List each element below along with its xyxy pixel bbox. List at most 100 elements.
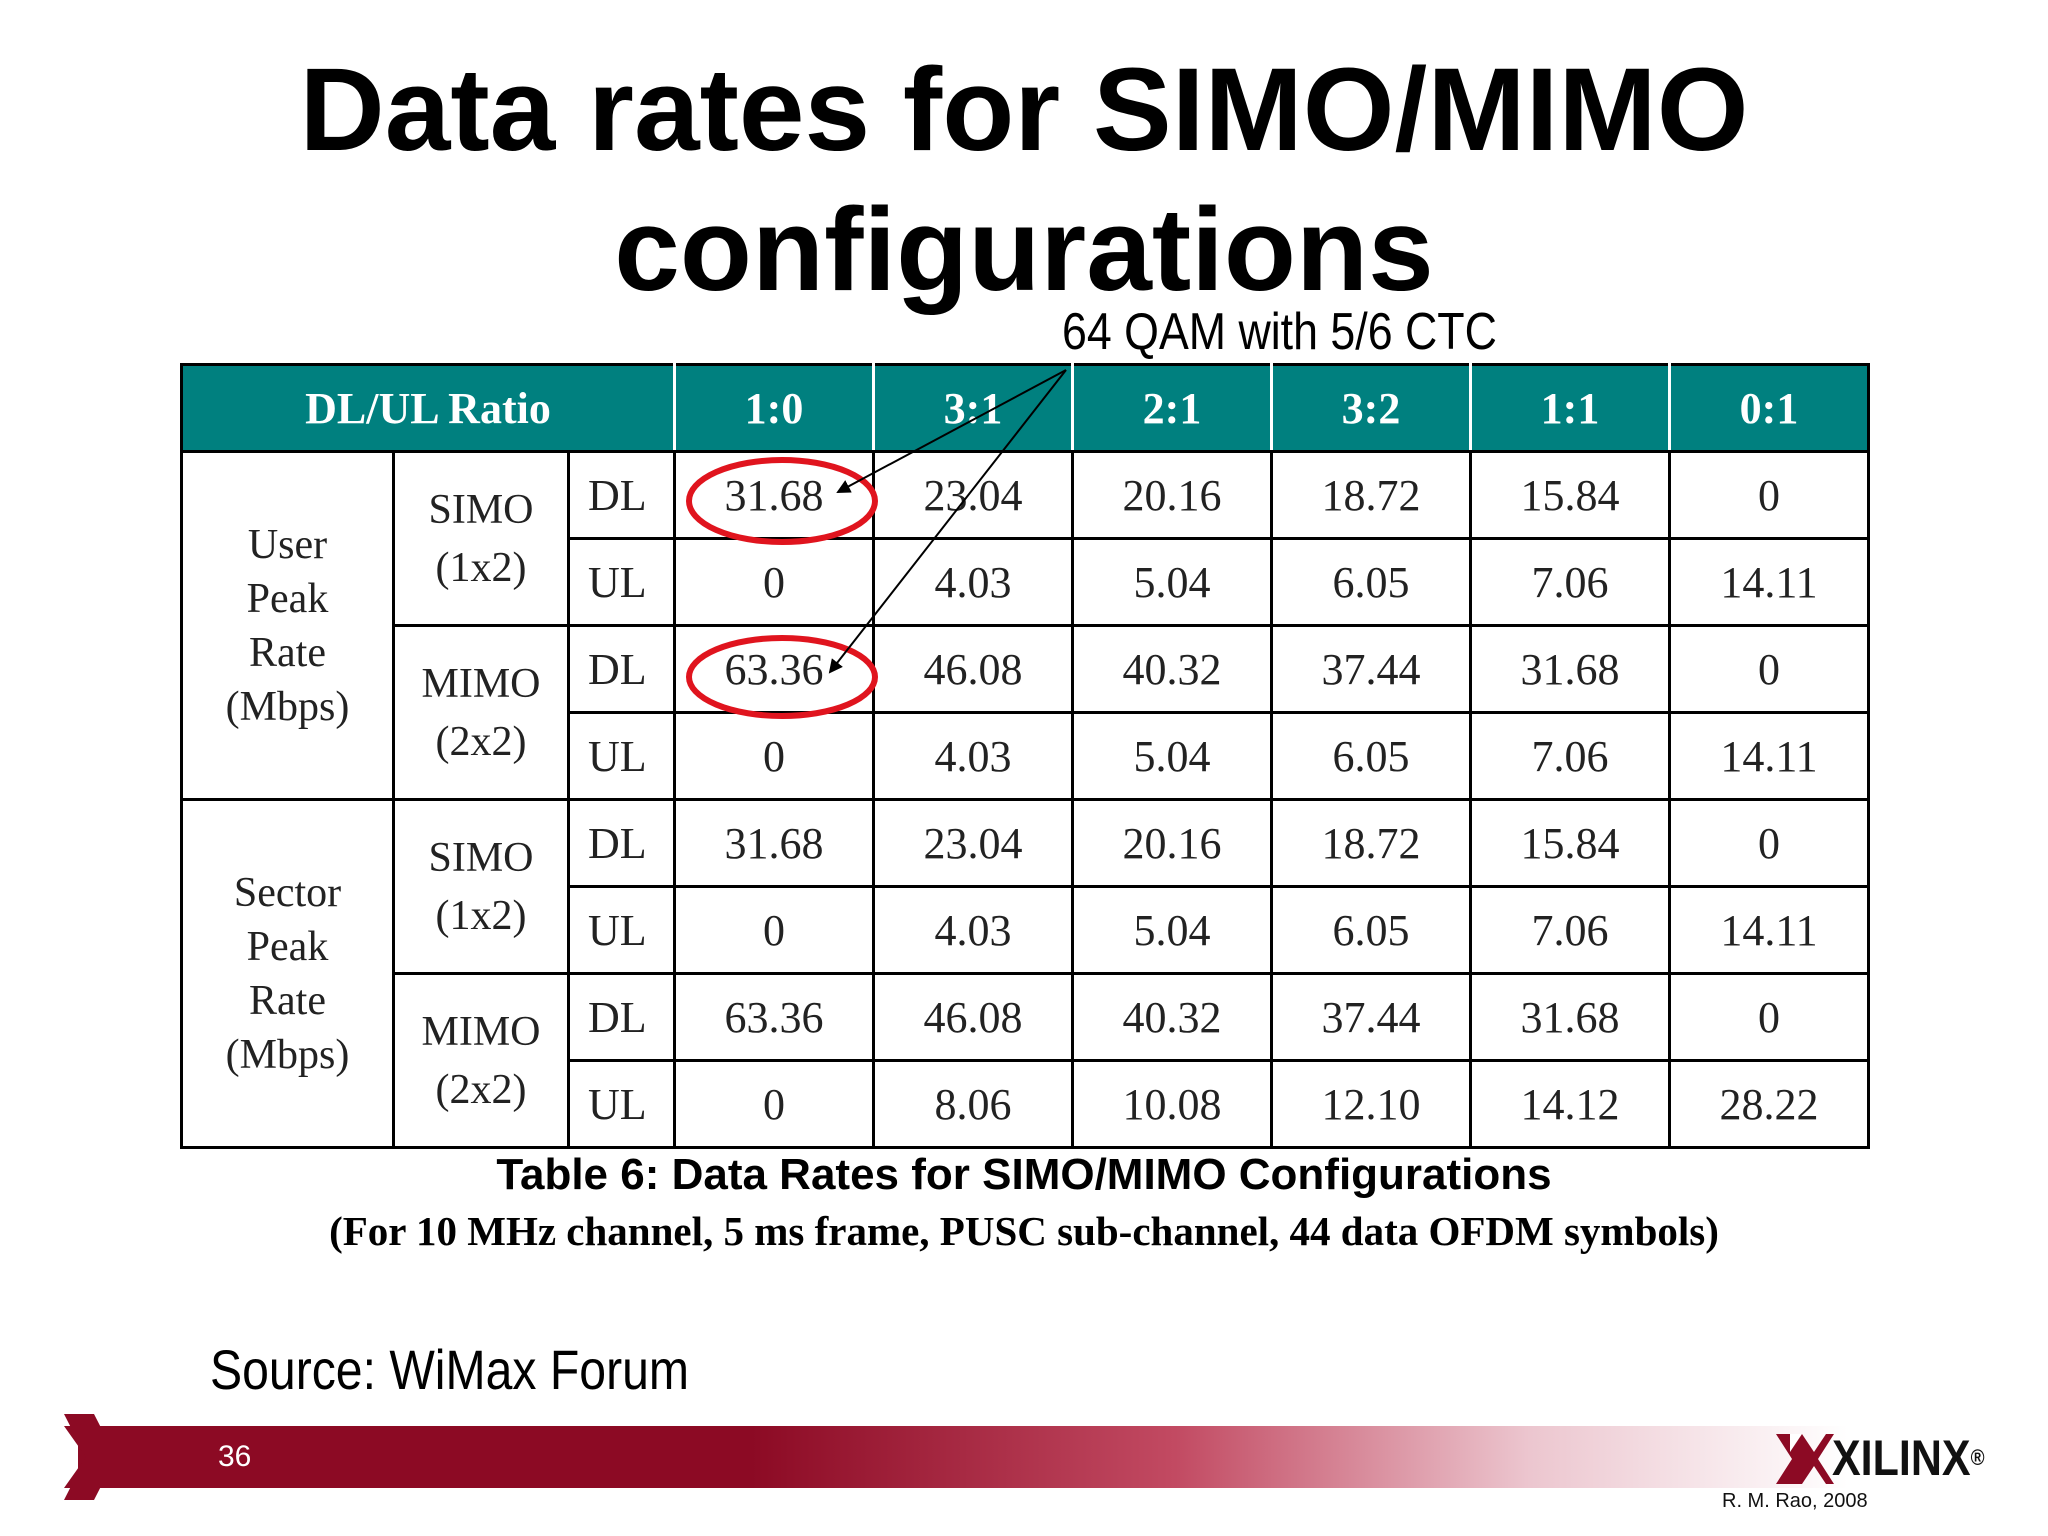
config-label-line: (1x2) — [435, 544, 527, 591]
footer-bar — [78, 1426, 1848, 1488]
table-row: User Peak Rate (Mbps) SIMO (1x2) DL 31.68 23.04 2… — [180, 450, 1870, 801]
header-ratio: 2:1 — [1071, 363, 1273, 453]
footer-bar-notch-icon — [64, 1414, 144, 1500]
rate-cell: 5.04 — [1071, 885, 1273, 975]
author-credit: R. M. Rao, 2008 — [1722, 1490, 1868, 1512]
slide-title: Data rates for SIMO/MIMO configurations — [0, 40, 2048, 320]
logo-wordmark: XILINX — [1832, 1430, 1971, 1486]
group-label-line: Peak — [246, 923, 329, 970]
config-label-line: MIMO — [421, 660, 541, 707]
group-label: Sector Peak Rate (Mbps) — [180, 798, 395, 1149]
header-ratio-label: DL/UL Ratio — [180, 363, 676, 453]
rate-cell: 28.22 — [1668, 1059, 1870, 1149]
config-label-line: (2x2) — [435, 718, 527, 765]
direction-cell: UL — [567, 711, 676, 801]
logo-text: XILINX® — [1832, 1428, 1985, 1488]
table-caption-note: (For 10 MHz channel, 5 ms frame, PUSC su… — [329, 1208, 1719, 1254]
direction-cell: UL — [567, 1059, 676, 1149]
header-ratio: 3:2 — [1270, 363, 1472, 453]
rate-cell: 20.16 — [1071, 450, 1273, 540]
rate-cell: 14.12 — [1469, 1059, 1671, 1149]
table-row: UL 0 8.06 10.08 12.10 14.12 28.22 — [182, 1059, 1870, 1149]
rate-cell: 37.44 — [1270, 624, 1472, 714]
rate-cell: 18.72 — [1270, 450, 1472, 540]
table-row: MIMO (2x2) DL 63.36 46.08 40.32 37.44 31.68 0 — [182, 972, 1870, 1149]
header-ratio: 1:0 — [673, 363, 875, 453]
title-line-1: Data rates for SIMO/MIMO — [299, 44, 1749, 176]
rate-cell: 20.16 — [1071, 798, 1273, 888]
table-caption: Table 6: Data Rates for SIMO/MIMO Config… — [496, 1150, 1552, 1199]
group-label-line: (Mbps) — [225, 1031, 350, 1078]
group-label-line: User — [247, 521, 328, 568]
rate-cell: 15.84 — [1469, 450, 1671, 540]
rate-cell: 0 — [673, 537, 875, 627]
group-label-line: Rate — [249, 629, 326, 676]
table-row: UL 0 4.03 5.04 6.05 7.06 14.11 — [182, 885, 1870, 975]
table-row: MIMO (2x2) DL 63.36 46.08 40.32 37.44 31.68 0 — [182, 624, 1870, 801]
rate-cell: 31.68 — [1469, 972, 1671, 1062]
config-label: MIMO (2x2) — [392, 624, 570, 801]
direction-cell: DL — [567, 798, 676, 888]
rate-cell: 14.11 — [1668, 711, 1870, 801]
rate-cell: 7.06 — [1469, 537, 1671, 627]
direction-cell: DL — [567, 624, 676, 714]
rate-cell: 40.32 — [1071, 624, 1273, 714]
rate-cell: 40.32 — [1071, 972, 1273, 1062]
rate-cell: 0 — [673, 1059, 875, 1149]
xilinx-logo-icon — [1776, 1434, 1834, 1484]
group-label-line: Sector — [233, 869, 342, 916]
direction-cell: DL — [567, 450, 676, 540]
group-label-line: Rate — [249, 977, 326, 1024]
rate-cell: 31.68 — [1469, 624, 1671, 714]
group-label-line: Peak — [246, 575, 329, 622]
rate-cell: 63.36 — [673, 624, 875, 714]
logo-registered-mark: ® — [1970, 1445, 1985, 1470]
rate-cell: 18.72 — [1270, 798, 1472, 888]
rate-cell: 14.11 — [1668, 537, 1870, 627]
source-note: Source: WiMax Forum — [210, 1338, 690, 1401]
direction-cell: UL — [567, 885, 676, 975]
config-label-line: (1x2) — [435, 892, 527, 939]
group-label-line: (Mbps) — [225, 683, 350, 730]
rate-cell: 0 — [673, 885, 875, 975]
direction-cell: DL — [567, 972, 676, 1062]
rate-cell: 4.03 — [872, 711, 1074, 801]
direction-cell: UL — [567, 537, 676, 627]
config-label: SIMO (1x2) — [392, 798, 570, 975]
table-row: Sector Peak Rate (Mbps) SIMO (1x2) DL 31.68 23.0… — [180, 798, 1870, 1149]
rate-cell: 23.04 — [872, 798, 1074, 888]
rate-cell: 6.05 — [1270, 711, 1472, 801]
rate-cell: 12.10 — [1270, 1059, 1472, 1149]
group-label: User Peak Rate (Mbps) — [180, 450, 395, 801]
header-ratio: 0:1 — [1668, 363, 1870, 453]
config-label-line: (2x2) — [435, 1066, 527, 1113]
rate-cell: 23.04 — [872, 450, 1074, 540]
rate-cell: 37.44 — [1270, 972, 1472, 1062]
rate-cell: 8.06 — [872, 1059, 1074, 1149]
config-label: MIMO (2x2) — [392, 972, 570, 1149]
header-ratio: 3:1 — [872, 363, 1074, 453]
rate-cell: 0 — [1668, 798, 1870, 888]
rate-cell: 4.03 — [872, 537, 1074, 627]
rate-cell: 0 — [673, 711, 875, 801]
rate-cell: 0 — [1668, 624, 1870, 714]
rate-cell: 10.08 — [1071, 1059, 1273, 1149]
config-label: SIMO (1x2) — [392, 450, 570, 627]
rate-cell: 14.11 — [1668, 885, 1870, 975]
rate-cell: 5.04 — [1071, 711, 1273, 801]
config-label-line: SIMO — [428, 834, 534, 881]
rate-cell: 46.08 — [872, 624, 1074, 714]
page-number: 36 — [218, 1440, 252, 1473]
config-label-line: SIMO — [428, 486, 534, 533]
rate-cell: 0 — [1668, 450, 1870, 540]
data-rates-table: DL/UL Ratio 1:0 3:1 2:1 3:2 1:1 0:1 User… — [180, 363, 1870, 1149]
rate-cell: 4.03 — [872, 885, 1074, 975]
rate-cell: 6.05 — [1270, 537, 1472, 627]
table-row: UL 0 4.03 5.04 6.05 7.06 14.11 — [182, 711, 1870, 801]
table-body: User Peak Rate (Mbps) SIMO (1x2) DL 31.68 23.04 2… — [180, 450, 1870, 1149]
config-label-line: MIMO — [421, 1008, 541, 1055]
rate-cell: 0 — [1668, 972, 1870, 1062]
rate-cell: 15.84 — [1469, 798, 1671, 888]
header-row: DL/UL Ratio 1:0 3:1 2:1 3:2 1:1 0:1 — [180, 363, 1870, 453]
annotation-label: 64 QAM with 5/6 CTC — [1062, 303, 1497, 361]
